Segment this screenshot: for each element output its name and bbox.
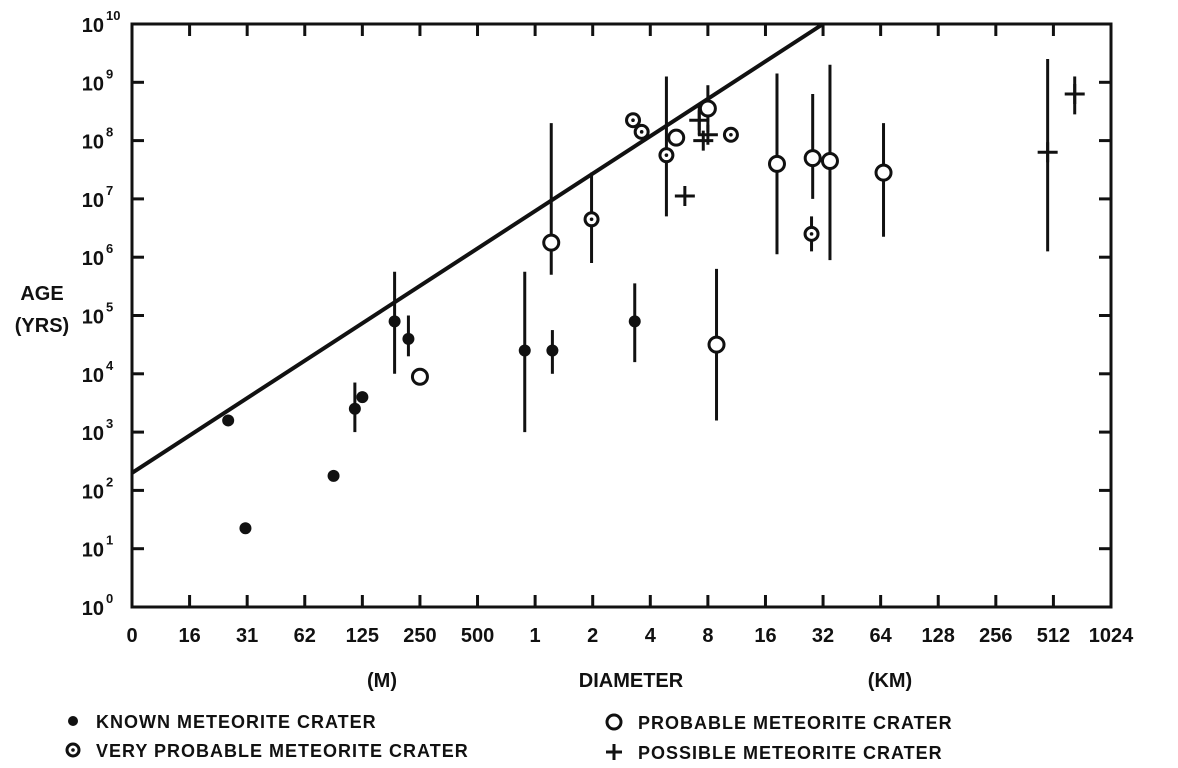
probable-crater-point [707,335,726,354]
known-crater-point [388,315,401,328]
possible-crater-point [697,124,718,145]
y-tick-exponent: 8 [106,125,113,140]
legend-probable-marker [605,713,623,731]
probable-crater-point [820,152,839,171]
possible-crater-point [674,185,695,206]
probable-crater-point [767,154,786,173]
x-tick-label: 62 [294,625,316,647]
legend-possible-marker [606,744,622,760]
y-tick-exponent: 5 [106,300,113,315]
x-tick-label: 250 [403,625,436,647]
very-probable-crater-point-dot [639,130,644,134]
very-probable-crater-point-dot [589,217,594,222]
y-tick-label: 10 [82,598,104,620]
y-tick-exponent: 4 [106,358,114,373]
probable-crater-point [542,233,561,252]
probable-crater-point [698,99,717,118]
known-crater-point [222,414,235,427]
x-tick-label: 500 [461,625,494,647]
probable-crater-point [803,149,822,168]
x-unit-meters: (M) [367,670,397,692]
y-tick-exponent: 9 [106,66,113,81]
y-tick-label: 10 [82,365,104,387]
x-tick-label: 512 [1037,625,1070,647]
trend-line [130,22,825,475]
y-tick-exponent: 2 [106,474,113,489]
data-marks [222,58,1085,535]
legend-very-probable-dot [71,748,75,752]
y-tick-label: 10 [82,190,104,212]
known-crater-point [402,332,415,345]
very-probable-crater-point-dot [809,232,814,236]
x-axis-tick-labels: 0 16 31 62 125 250 500 1 2 4 8 16 32 64 128 256 512 1024 [126,625,1134,647]
y-tick-label: 10 [82,540,104,562]
x-tick-label: 1 [530,625,541,647]
legend-very-probable-marker [65,742,81,758]
y-tick-label: 10 [82,15,104,37]
possible-crater-point [689,110,710,131]
possible-crater-point [1064,83,1085,104]
legend-probable-label: PROBABLE METEORITE CRATER [638,713,953,733]
legend-possible-label: POSSIBLE METEORITE CRATER [638,743,943,763]
x-tick-label: 31 [236,625,258,647]
x-tick-label: 256 [979,625,1012,647]
y-tick-label: 10 [82,248,104,270]
y-tick-exponent: 3 [106,416,113,431]
known-crater-point [356,391,369,404]
y-tick-label: 10 [82,423,104,445]
y-tick-exponent: 0 [106,591,113,606]
y-axis-label-age: AGE [20,283,63,305]
x-tick-label: 125 [346,625,379,647]
known-crater-point [327,469,340,482]
x-tick-label: 128 [922,625,955,647]
x-tick-label: 8 [702,625,713,647]
legend-very-probable-label: VERY PROBABLE METEORITE CRATER [96,741,469,761]
x-tick-label: 16 [178,625,200,647]
very-probable-crater-point-dot [664,153,669,157]
known-crater-point [239,522,252,535]
probable-crater-point [410,367,429,386]
legend: KNOWN METEORITE CRATER VERY PROBABLE MET… [65,712,953,763]
x-tick-label: 4 [645,625,657,647]
y-tick-exponent: 10 [106,8,120,23]
probable-crater-point [874,163,893,182]
y-tick-label: 10 [82,73,104,95]
y-tick-label: 10 [82,481,104,503]
y-axis-label-unit: (YRS) [15,315,69,337]
legend-known-marker [68,716,78,726]
y-tick-label: 10 [82,307,104,329]
x-tick-label: 1024 [1089,625,1134,647]
known-crater-point [546,344,559,357]
x-axis-label: DIAMETER [579,670,684,692]
x-tick-label: 64 [870,625,893,647]
very-probable-crater-point-dot [631,118,635,122]
x-tick-label: 2 [587,625,598,647]
probable-crater-point [667,128,686,147]
y-tick-exponent: 6 [106,241,113,256]
y-tick-exponent: 7 [106,183,113,198]
possible-crater-point [1037,142,1058,163]
known-crater-point [628,315,641,328]
x-tick-label: 32 [812,625,834,647]
y-tick-label: 10 [82,132,104,154]
known-crater-point [348,402,361,415]
y-tick-exponent: 1 [106,533,113,548]
x-tick-label: 0 [126,625,137,647]
plot-frame [130,22,1113,609]
axis-ticks [132,24,1111,607]
legend-known-label: KNOWN METEORITE CRATER [96,712,377,732]
x-unit-kilometers: (KM) [868,670,912,692]
very-probable-crater-point-dot [729,132,733,137]
x-tick-label: 16 [754,625,776,647]
known-crater-point [518,344,531,357]
